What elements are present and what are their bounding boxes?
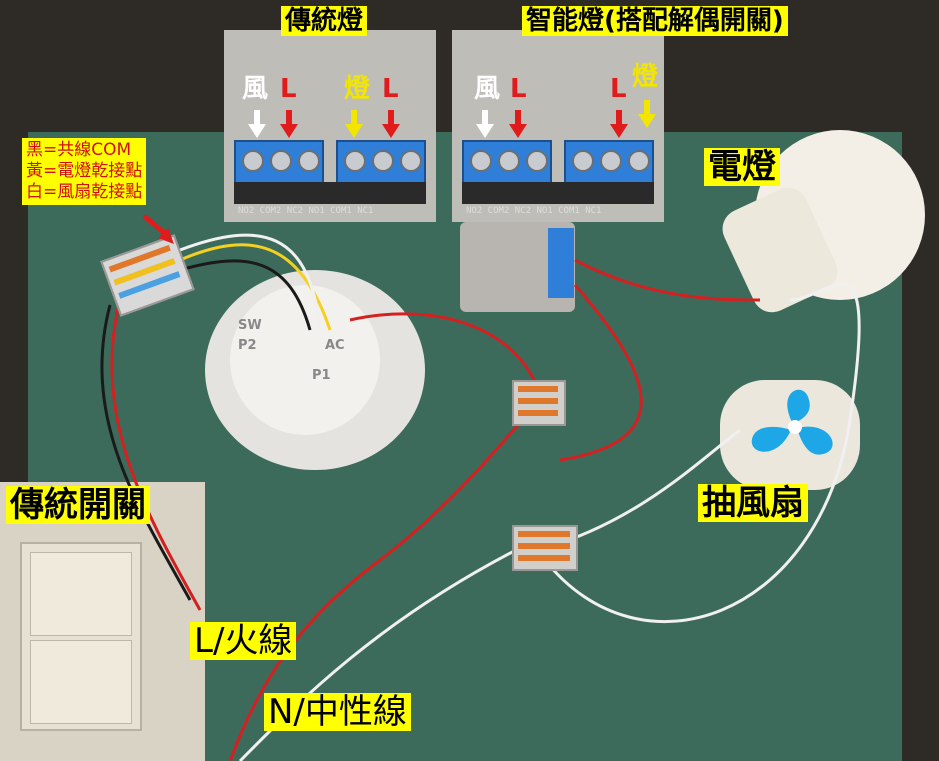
wago-connector-live (512, 380, 566, 426)
wire-white-lamp-loop (543, 282, 861, 623)
smart-lamp-label: 智能燈(搭配解偶開關) (522, 6, 788, 36)
neutral-wire-label: N/中性線 (264, 693, 411, 731)
panel-b-terminal-text: NO2 COM2 NC2 NO1 COM1 NC1 (466, 206, 602, 216)
legend-black-com: 黑=共線COM (26, 140, 132, 160)
module-label-p1: P1 (312, 368, 331, 383)
module-label-ac: AC (325, 338, 345, 353)
wago-connector-neutral (512, 525, 578, 571)
terminal-base (462, 182, 654, 204)
terminal-block-1 (336, 140, 426, 186)
arrow-shaft (351, 110, 357, 126)
fan-icon (751, 389, 833, 455)
red-arrow-icon (509, 124, 527, 138)
arrow-shaft (482, 110, 488, 126)
legend-yellow-lamp: 黃=電燈乾接點 (26, 161, 143, 181)
terminal-block-1 (564, 140, 654, 186)
terminal-block-2 (234, 140, 324, 186)
wire-black-bundle (179, 259, 312, 331)
screw-icon (344, 150, 366, 172)
wago-lever (518, 555, 570, 561)
panel-a-fan-label: 風 (242, 74, 269, 104)
terminal-base (234, 182, 426, 204)
white-arrow-icon (248, 124, 266, 138)
panel-a-lamp-label: 燈 (344, 74, 371, 104)
legend-pointer-arrow-icon (142, 214, 174, 244)
arrow-shaft (515, 110, 521, 126)
arrow-shaft (644, 100, 650, 116)
module-label-p2: P2 (238, 338, 257, 353)
wire-yellow-bundle (179, 243, 332, 331)
screw-icon (498, 150, 520, 172)
wire-white-neutral (238, 546, 521, 761)
round-controller-face (230, 285, 380, 435)
panel-a-live-label-2: L (382, 74, 399, 104)
switch-key-bottom (30, 640, 132, 724)
legend-white-fan: 白=風扇乾接點 (26, 182, 143, 202)
screw-icon (628, 150, 650, 172)
screw-icon (526, 150, 548, 172)
module-label-sw: SW (238, 318, 262, 333)
switch-key-top (30, 552, 132, 636)
screw-icon (400, 150, 422, 172)
live-wire-label: L/火線 (190, 622, 297, 660)
yellow-arrow-icon (638, 114, 656, 128)
panel-b-live-label-2: L (610, 74, 627, 104)
arrow-shaft (388, 110, 394, 126)
arrow-shaft (286, 110, 292, 126)
red-arrow-icon (382, 124, 400, 138)
wire-white-to-fan (544, 428, 741, 550)
wire-color-legend: 黑=共線COM 黃=電燈乾接點 白=風扇乾接點 (22, 138, 147, 205)
switch-plate (20, 542, 142, 731)
screw-icon (470, 150, 492, 172)
terminal-block-2 (462, 140, 552, 186)
traditional-lamp-label: 傳統燈 (281, 6, 368, 36)
white-arrow-icon (476, 124, 494, 138)
wago-lever (518, 398, 558, 404)
wire-white-bundle (179, 233, 322, 331)
wire-red-to-fan (559, 284, 643, 462)
red-arrow-icon (280, 124, 298, 138)
wire-red-live (228, 398, 542, 761)
wago-lever (518, 410, 558, 416)
red-arrow-icon (610, 124, 628, 138)
screw-icon (572, 150, 594, 172)
panel-a-live-label-1: L (280, 74, 297, 104)
smart-relay-terminal-block (548, 228, 574, 298)
wire-red-to-lamp (574, 258, 761, 302)
terminal-panel-traditional: 風 L 燈 L NO2 COM2 NC2 NO1 COM1 NC1 (224, 30, 436, 222)
arrow-shaft (254, 110, 260, 126)
exhaust-fan-label: 抽風扇 (698, 484, 808, 522)
wire-black-switch (100, 304, 192, 601)
screw-icon (270, 150, 292, 172)
lamp-label: 電燈 (704, 148, 780, 186)
panel-b-live-label-1: L (510, 74, 527, 104)
screw-icon (600, 150, 622, 172)
wago-lever (518, 531, 570, 537)
panel-b-lamp-label: 燈 (632, 62, 659, 92)
wago-lever (518, 543, 570, 549)
yellow-arrow-icon (345, 124, 363, 138)
traditional-switch-label: 傳統開關 (6, 486, 150, 524)
screw-icon (298, 150, 320, 172)
wire-red-switch (110, 299, 202, 611)
screw-icon (242, 150, 264, 172)
traditional-wall-switch (0, 482, 205, 761)
wire-red-smart (349, 312, 542, 396)
wago-lever (518, 386, 558, 392)
screw-icon (372, 150, 394, 172)
panel-b-fan-label: 風 (474, 74, 501, 104)
panel-a-terminal-text: NO2 COM2 NC2 NO1 COM1 NC1 (238, 206, 374, 216)
terminal-panel-smart: 風 L L 燈 NO2 COM2 NC2 NO1 COM1 NC1 (452, 30, 664, 222)
arrow-shaft (616, 110, 622, 126)
